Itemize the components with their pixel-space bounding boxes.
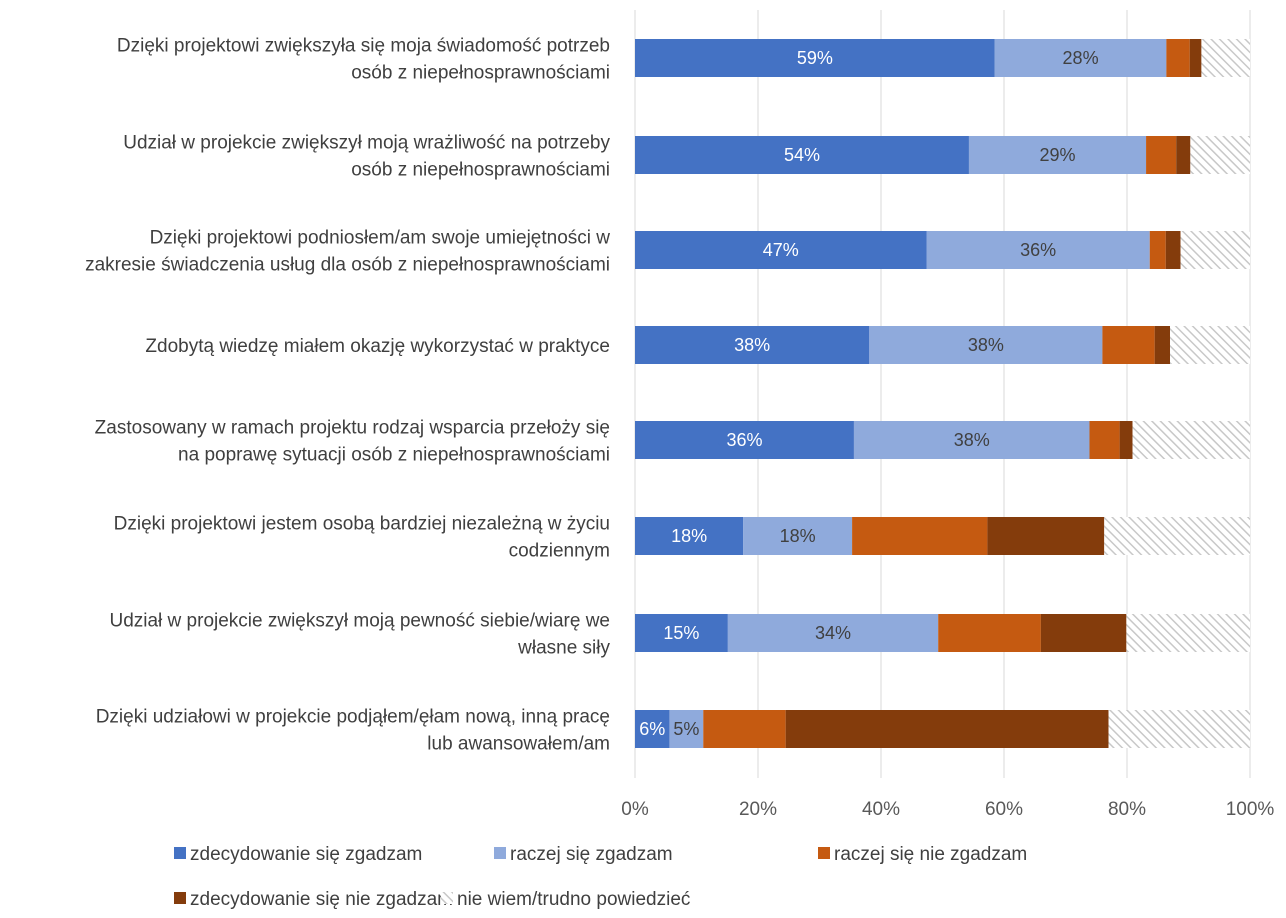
bar-segment-5-4 (1104, 517, 1250, 555)
bar-segment-7-0 (635, 710, 670, 748)
category-label-7-0: Dzięki udziałowi w projekcie podjąłem/ęł… (96, 707, 610, 728)
bar-segment-6-4 (1126, 614, 1250, 652)
bar-segment-6-3 (1040, 614, 1127, 652)
bar-segment-0-0 (635, 39, 995, 77)
bar-segment-3-4 (1170, 326, 1250, 364)
gridlines (634, 10, 1251, 778)
bar-segment-3-1 (869, 326, 1103, 364)
category-label-1-0: Udział w projekcie zwiększył moją wrażli… (123, 133, 610, 154)
category-label-0-0: Dzięki projektowi zwiększyła się moja św… (117, 36, 610, 57)
bar-segment-7-2 (703, 710, 786, 748)
bar-segment-1-1 (968, 136, 1147, 174)
legend-label-4: nie wiem/trudno powiedzieć (457, 889, 690, 910)
data-label-4-0: 36% (726, 430, 762, 450)
category-label-6-1: własne siły (517, 638, 610, 659)
legend: zdecydowanie się zgadzam raczej się zgadz… (174, 844, 1027, 910)
bar-segment-1-3 (1176, 136, 1191, 174)
bar-segment-3-2 (1102, 326, 1155, 364)
bar-segment-4-3 (1119, 421, 1133, 459)
data-label-6-0: 15% (663, 623, 699, 643)
legend-swatch-0 (174, 847, 186, 859)
data-label-1-0: 54% (784, 145, 820, 165)
bar-segment-2-2 (1149, 231, 1166, 269)
bar-segment-5-1 (743, 517, 853, 555)
category-label-4-1: na poprawę sytuacji osób z niepełnospraw… (178, 445, 610, 466)
tick-label-3: 60% (985, 799, 1023, 820)
category-label-6-0: Udział w projekcie zwiększył moją pewnoś… (109, 611, 610, 632)
tick-label-4: 80% (1108, 799, 1146, 820)
bar-segment-2-4 (1180, 231, 1250, 269)
data-label-0-0: 59% (797, 48, 833, 68)
bar-segment-6-1 (727, 614, 939, 652)
bar-segment-0-1 (994, 39, 1167, 77)
tick-label-2: 40% (862, 799, 900, 820)
bar-segment-2-0 (635, 231, 927, 269)
data-label-4-1: 38% (954, 430, 990, 450)
bar-segment-1-2 (1146, 136, 1177, 174)
data-label-3-0: 38% (734, 335, 770, 355)
data-label-1-1: 29% (1039, 145, 1075, 165)
category-label-5-1: codziennym (509, 541, 610, 562)
category-label-1-1: osób z niepełnosprawnościami (351, 160, 610, 181)
data-label-5-1: 18% (780, 526, 816, 546)
legend-swatch-1 (494, 847, 506, 859)
bar-segment-5-2 (852, 517, 988, 555)
data-label-5-0: 18% (671, 526, 707, 546)
bar-segment-7-3 (785, 710, 1109, 748)
bar-segment-3-0 (635, 326, 870, 364)
legend-swatch-4 (441, 892, 453, 904)
bar-segment-6-2 (938, 614, 1041, 652)
legend-swatch-3 (174, 892, 186, 904)
bar-segment-7-4 (1108, 710, 1250, 748)
category-label-5-0: Dzięki projektowi jestem osobą bardziej … (114, 514, 610, 535)
bar-segment-5-3 (987, 517, 1105, 555)
data-label-2-1: 36% (1020, 240, 1056, 260)
bar-segment-2-1 (926, 231, 1150, 269)
bar-segment-5-0 (635, 517, 744, 555)
bar-segment-4-1 (853, 421, 1090, 459)
bar-segment-6-0 (635, 614, 728, 652)
data-label-2-0: 47% (763, 240, 799, 260)
data-label-3-1: 38% (968, 335, 1004, 355)
category-labels: Dzięki projektowi zwiększyła się moja św… (85, 36, 610, 755)
data-label-6-1: 34% (815, 623, 851, 643)
x-axis-ticks: 0% 20% 40% 60% 80% 100% (621, 799, 1274, 820)
data-label-7-1: 5% (673, 719, 699, 739)
bar-segment-1-4 (1190, 136, 1250, 174)
category-label-2-1: zakresie świadczenia usług dla osób z ni… (85, 255, 610, 276)
legend-label-1: raczej się zgadzam (510, 844, 673, 865)
category-label-7-1: lub awansowałem/am (427, 734, 610, 755)
bar-segment-0-3 (1189, 39, 1202, 77)
bar-segment-3-3 (1154, 326, 1171, 364)
legend-swatch-2 (818, 847, 830, 859)
category-label-0-1: osób z niepełnosprawnościami (351, 63, 610, 84)
data-label-7-0: 6% (639, 719, 665, 739)
bar-segment-4-4 (1132, 421, 1250, 459)
legend-label-3: zdecydowanie się nie zgadzam (190, 889, 453, 910)
tick-label-1: 20% (739, 799, 777, 820)
bar-segment-0-4 (1201, 39, 1250, 77)
legend-label-0: zdecydowanie się zgadzam (190, 844, 422, 865)
tick-label-0: 0% (621, 799, 649, 820)
bar-segment-4-2 (1089, 421, 1120, 459)
bar-segment-2-3 (1165, 231, 1181, 269)
bars: 59% 28% 54% 29% 47% 36% 38% 38% 36% 38% 18% 18% 15% 3… (635, 39, 1250, 748)
bar-segment-0-2 (1166, 39, 1190, 77)
category-label-2-0: Dzięki projektowi podniosłem/am swoje um… (150, 228, 611, 249)
bar-segment-1-0 (635, 136, 969, 174)
bar-segment-4-0 (635, 421, 854, 459)
tick-label-5: 100% (1226, 799, 1275, 820)
bar-segment-7-1 (669, 710, 704, 748)
data-label-0-1: 28% (1063, 48, 1099, 68)
category-label-3-0: Zdobytą wiedzę miałem okazję wykorzystać… (145, 336, 610, 357)
legend-label-2: raczej się nie zgadzam (834, 844, 1027, 865)
category-label-4-0: Zastosowany w ramach projektu rodzaj wsp… (95, 418, 610, 439)
